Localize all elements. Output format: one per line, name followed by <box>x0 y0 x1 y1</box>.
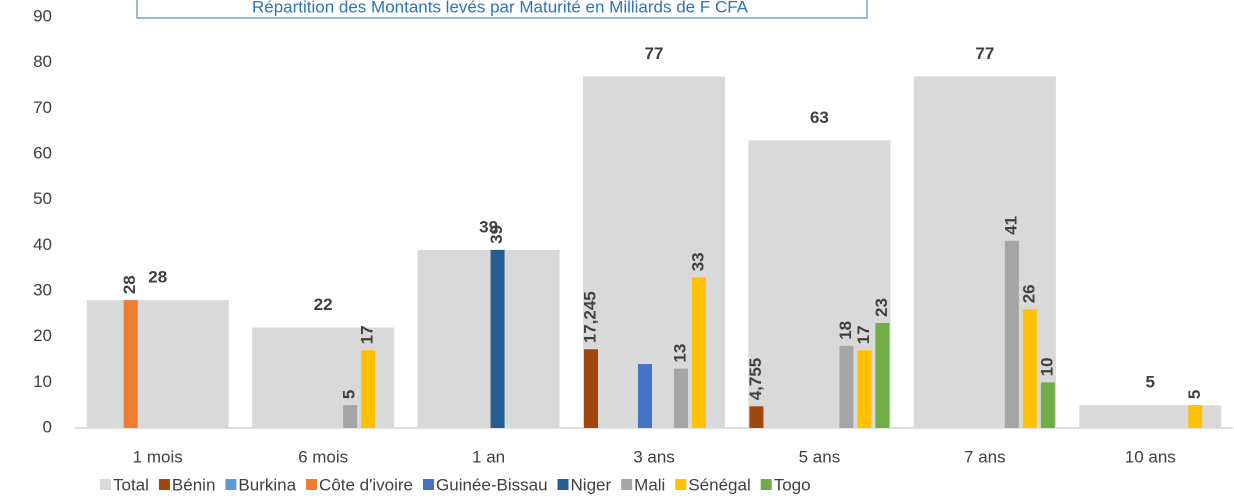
data-label: 22 <box>314 295 333 314</box>
bar <box>584 349 598 428</box>
legend-label: Sénégal <box>688 475 750 494</box>
bar <box>1079 405 1222 428</box>
legend-swatch <box>225 479 237 490</box>
bar <box>1188 405 1203 428</box>
data-label: 17 <box>358 325 377 344</box>
legend-label: Togo <box>774 475 811 494</box>
bar <box>343 405 358 428</box>
title-box <box>136 0 868 19</box>
bar <box>857 350 872 428</box>
legend-label: Total <box>113 475 149 494</box>
x-tick-label: 10 ans <box>1125 447 1176 466</box>
x-tick-label: 1 mois <box>133 447 183 466</box>
bar <box>1004 240 1019 428</box>
data-label: 5 <box>340 390 359 399</box>
bar <box>1040 382 1055 428</box>
legend-label: Mali <box>634 475 665 494</box>
legend-swatch <box>306 479 318 490</box>
data-label: 77 <box>645 44 664 63</box>
data-label: 13 <box>670 344 689 363</box>
bar <box>839 345 854 428</box>
y-tick-label: 60 <box>33 143 52 162</box>
legend-swatch <box>557 479 569 490</box>
bar <box>361 350 376 428</box>
data-label: 63 <box>810 108 829 127</box>
legend-label: Guinée-Bissau <box>436 475 548 494</box>
x-tick-label: 5 ans <box>799 447 841 466</box>
legend-swatch <box>621 479 633 490</box>
x-tick-label: 6 mois <box>298 447 348 466</box>
x-tick-label: 7 ans <box>964 447 1006 466</box>
bar <box>692 277 706 428</box>
x-tick-label: 1 an <box>472 447 505 466</box>
bar <box>490 249 505 428</box>
data-label: 28 <box>148 268 167 287</box>
bar <box>638 364 652 428</box>
data-label: 77 <box>975 44 994 63</box>
data-label: 17,245 <box>580 291 599 343</box>
chart-title: Répartition des Montants levés par Matur… <box>252 0 749 16</box>
bar <box>1022 309 1037 428</box>
y-tick-label: 20 <box>33 326 52 345</box>
y-tick-label: 10 <box>33 372 52 391</box>
data-label: 17 <box>854 325 873 344</box>
bar <box>749 406 764 428</box>
y-tick-label: 90 <box>33 6 52 25</box>
legend-label: Burkina <box>238 475 296 494</box>
bar <box>674 368 688 428</box>
x-tick-label: 3 ans <box>633 447 675 466</box>
legend-label: Bénin <box>172 475 215 494</box>
y-tick-label: 80 <box>33 52 52 71</box>
legend-swatch <box>158 479 170 490</box>
data-label: 5 <box>1185 390 1204 399</box>
bar <box>875 322 890 428</box>
data-label: 33 <box>688 252 707 271</box>
legend-swatch <box>100 479 111 490</box>
legend-swatch <box>675 479 687 490</box>
legend-label: Niger <box>571 475 612 494</box>
y-tick-label: 0 <box>43 417 52 436</box>
data-label: 5 <box>1146 373 1155 392</box>
bar <box>417 249 560 428</box>
y-tick-label: 30 <box>33 280 52 299</box>
y-tick-label: 50 <box>33 189 52 208</box>
data-label: 39 <box>479 217 498 236</box>
data-label: 26 <box>1019 284 1038 303</box>
bar <box>123 300 138 428</box>
data-label: 10 <box>1037 357 1056 376</box>
y-tick-label: 70 <box>33 98 52 117</box>
data-label: 39 <box>487 225 506 244</box>
data-label: 4,755 <box>746 358 765 401</box>
data-label: 18 <box>836 321 855 340</box>
legend-swatch <box>423 479 435 490</box>
bar <box>86 300 229 428</box>
data-label: 28 <box>120 275 139 294</box>
y-tick-label: 40 <box>33 235 52 254</box>
legend-label: Côte d'ivoire <box>319 475 413 494</box>
data-label: 41 <box>1001 216 1020 235</box>
data-label: 23 <box>872 298 891 317</box>
legend-swatch <box>760 479 772 490</box>
